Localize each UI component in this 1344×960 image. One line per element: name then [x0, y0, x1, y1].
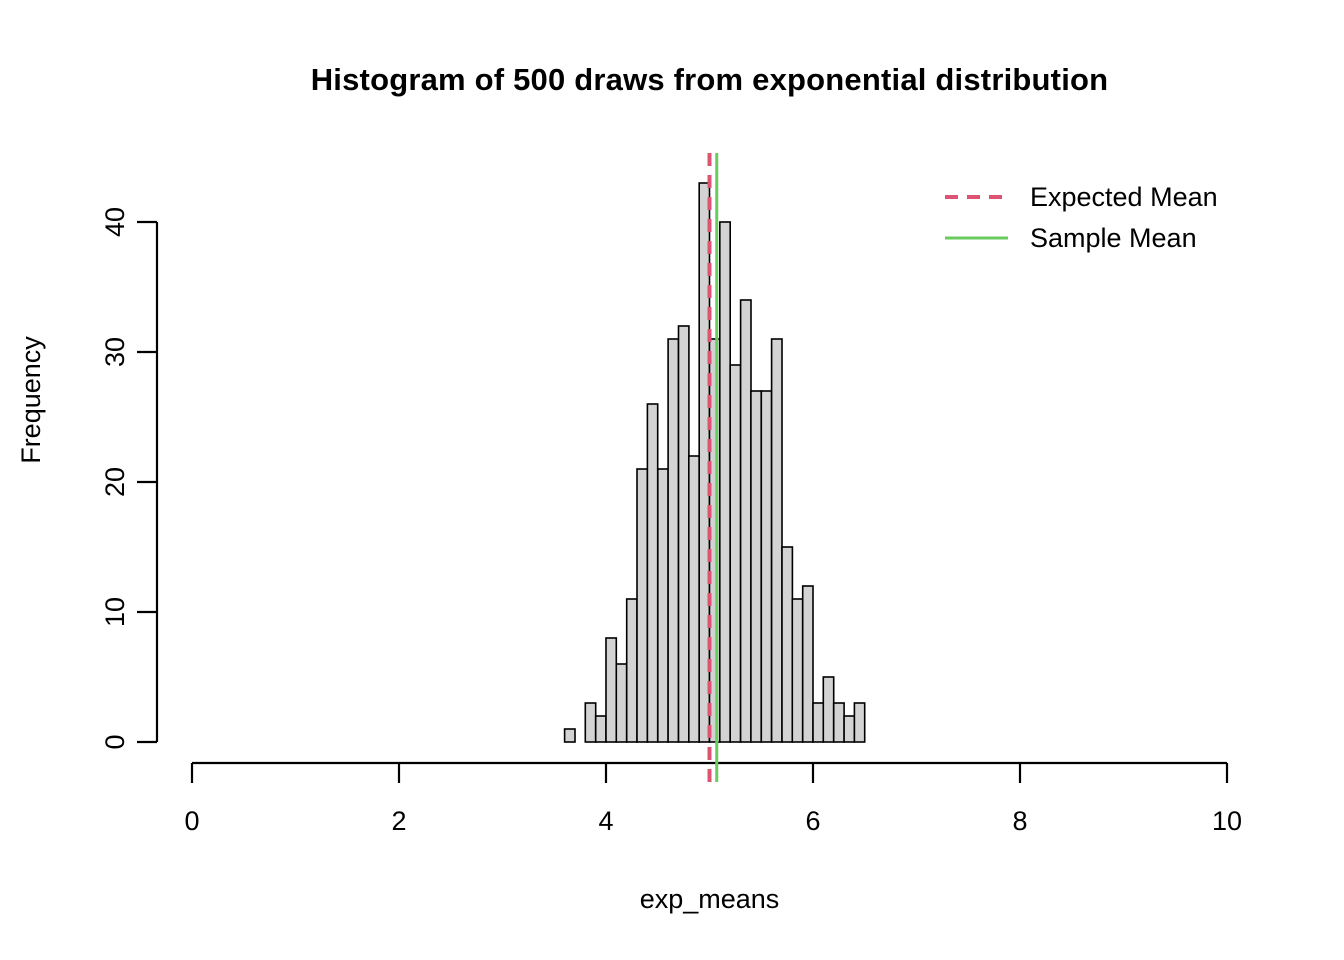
x-tick-label: 6: [805, 806, 820, 836]
histogram-bar: [718, 221, 731, 743]
histogram-bar: [563, 728, 576, 743]
x-tick-label: 8: [1012, 806, 1027, 836]
legend-label-sample-mean: Sample Mean: [1030, 223, 1197, 253]
histogram-bar: [677, 325, 690, 743]
chart-title: Histogram of 500 draws from exponential …: [310, 62, 1109, 97]
histogram-bar: [667, 338, 680, 743]
histogram-bar: [739, 299, 752, 743]
legend-label-expected-mean: Expected Mean: [1030, 182, 1218, 212]
histogram-bar: [615, 663, 628, 743]
x-tick-label: 4: [598, 806, 613, 836]
y-tick-label: 10: [100, 597, 130, 627]
histogram-bar: [791, 598, 804, 743]
histogram-bar: [750, 390, 763, 743]
histogram-bar: [770, 338, 783, 743]
x-tick-label: 10: [1212, 806, 1242, 836]
histogram-bar: [656, 468, 669, 743]
histogram-bar: [625, 598, 638, 743]
histogram-bar: [832, 702, 845, 743]
x-tick-label: 0: [184, 806, 199, 836]
histogram-bar: [801, 585, 814, 743]
x-axis-label: exp_means: [639, 884, 780, 914]
histogram-bar: [853, 702, 866, 743]
y-axis-label: Frequency: [16, 336, 46, 464]
histogram-bar: [812, 702, 825, 743]
histogram-bar: [822, 676, 835, 743]
histogram-bar: [584, 702, 597, 743]
histogram-bar: [843, 715, 856, 743]
y-tick-label: 0: [100, 734, 130, 749]
y-tick-label: 30: [100, 337, 130, 367]
y-tick-label: 40: [100, 207, 130, 237]
histogram-bar: [646, 403, 659, 743]
histogram-bar: [594, 715, 607, 743]
histogram-bar: [760, 390, 773, 743]
x-tick-label: 2: [391, 806, 406, 836]
y-tick-label: 20: [100, 467, 130, 497]
histogram-bar: [636, 468, 649, 743]
histogram-bar: [605, 637, 618, 743]
histogram-bar: [687, 455, 700, 743]
histogram-bar: [781, 546, 794, 743]
histogram-bar: [729, 364, 742, 743]
